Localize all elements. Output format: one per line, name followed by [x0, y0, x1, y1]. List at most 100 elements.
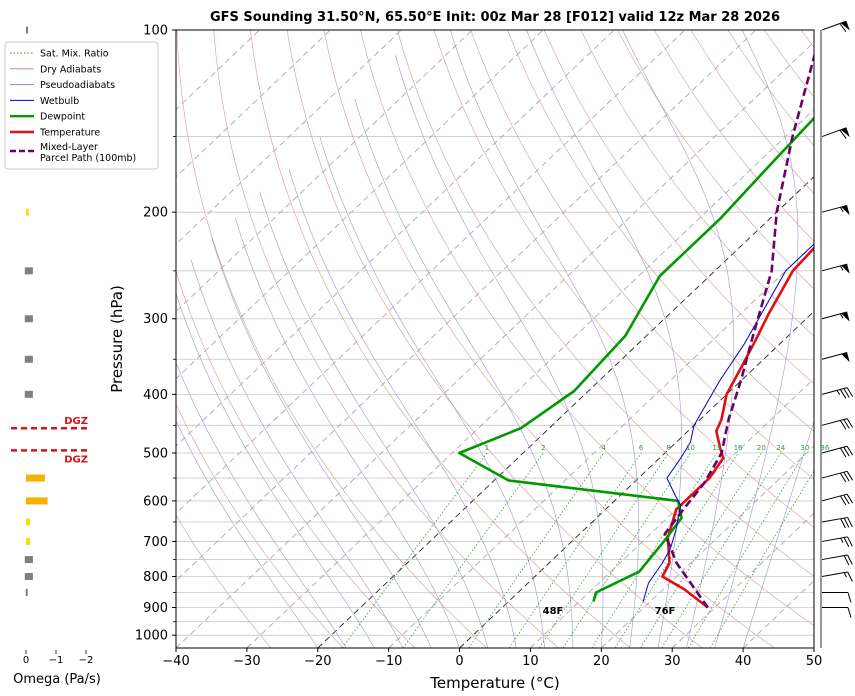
pseudoadiabat	[235, 218, 460, 648]
plot-frame	[175, 29, 815, 649]
omega-bar	[26, 474, 45, 482]
wind-barb	[821, 352, 850, 363]
wind-barb	[821, 20, 850, 33]
barb-full	[846, 471, 854, 481]
barb-full	[843, 471, 850, 482]
isotherm-line	[813, 647, 814, 648]
pseudoadiabat	[259, 191, 489, 648]
barb-staff	[821, 263, 848, 272]
dry-adiabat	[580, 30, 814, 337]
wind-barb	[821, 127, 850, 139]
barb-full	[843, 537, 850, 548]
pseudoadiabat	[176, 361, 347, 648]
legend: Sat. Mix. Ratio Dry Adiabats Pseudoadiabat…	[4, 41, 159, 170]
x-tick-label: −30	[233, 654, 260, 669]
y-tick-label: 700	[143, 535, 168, 550]
omega-tick-label: −2	[79, 655, 94, 666]
mixing-ratio-line	[538, 452, 669, 648]
dry-adiabat	[323, 30, 775, 648]
legend-label: Temperature	[39, 128, 100, 139]
omega-bar	[24, 390, 33, 398]
barb-half	[839, 206, 844, 212]
barb-full	[839, 472, 847, 483]
series-wetbulb-line	[642, 243, 814, 602]
wind-barb	[822, 606, 852, 618]
dry-adiabat	[654, 30, 814, 242]
legend-label: Dry Adiabats	[40, 64, 101, 75]
barb-full	[843, 446, 850, 457]
x-tick-label: 20	[593, 654, 610, 669]
barb-half	[839, 265, 844, 271]
barb-full	[839, 23, 847, 33]
mixing-ratio-label: 13	[712, 444, 721, 452]
omega-tick-label: −1	[49, 655, 64, 666]
isotherm-line	[600, 445, 814, 648]
barb-half	[839, 313, 844, 319]
barb-flag	[841, 264, 850, 274]
dry-adiabat	[176, 403, 344, 648]
isotherm-line	[176, 30, 757, 582]
barb-full	[847, 592, 852, 603]
mixing-ratio-line	[687, 452, 806, 648]
barb-full	[843, 419, 850, 429]
omega-tick-label: 0	[23, 655, 29, 666]
barb-full	[846, 387, 854, 397]
series-dewpoint-line	[458, 116, 814, 602]
dry-adiabat	[176, 514, 272, 648]
mixing-ratio-line	[562, 452, 691, 648]
surface-dewpoint-label: 48F	[543, 606, 564, 617]
barb-staff	[821, 387, 848, 395]
wind-barbs	[820, 20, 854, 648]
wind-barb	[821, 536, 853, 548]
barb-full	[839, 129, 847, 139]
dry-adiabat	[286, 30, 703, 648]
legend-label: Dewpoint	[40, 112, 85, 123]
omega-bar	[26, 26, 28, 34]
mixing-ratio-line	[614, 452, 739, 648]
sounding-series	[458, 53, 814, 609]
omega-axis-label: Omega (Pa/s)	[13, 672, 101, 687]
barb-full	[847, 607, 852, 618]
x-tick-label: 10	[522, 654, 539, 669]
isotherm-line	[742, 580, 814, 648]
isotherm-highlight	[459, 310, 814, 648]
legend-label: Sat. Mix. Ratio	[40, 49, 109, 60]
mixing-ratio-line	[509, 452, 642, 648]
barb-full	[847, 554, 853, 565]
wind-barb	[821, 493, 854, 506]
series-temperature-line	[661, 246, 814, 609]
pseudoadiabat	[176, 420, 319, 648]
barb-staff	[821, 493, 848, 502]
barb-full	[843, 388, 850, 398]
wind-barb	[821, 418, 854, 430]
dry-adiabat	[617, 30, 814, 290]
barb-full	[846, 493, 854, 504]
wind-barb	[821, 387, 854, 399]
pseudoadiabat	[190, 260, 404, 648]
omega-bar	[24, 573, 33, 581]
y-tick-label: 500	[143, 447, 168, 462]
mixing-ratio-label: 36	[820, 444, 829, 452]
dry-adiabat	[213, 30, 559, 648]
dry-adiabat	[543, 30, 814, 385]
pseudoadiabat	[622, 30, 735, 648]
barb-staff	[821, 127, 847, 138]
pseudoadiabat	[211, 237, 432, 648]
dry-adiabat	[250, 30, 631, 648]
barb-staff	[821, 204, 848, 213]
barb-staff	[821, 470, 848, 479]
mixing-ratio-label: 24	[776, 444, 785, 452]
barb-full	[839, 495, 847, 506]
omega-bar	[24, 267, 33, 275]
mixing-ratio-label: 1	[485, 444, 489, 452]
barb-full	[847, 517, 853, 527]
omega-bar	[26, 497, 48, 505]
barb-full	[843, 517, 850, 528]
omega-bar	[25, 588, 28, 596]
barb-staff	[821, 445, 848, 454]
x-tick-label: 40	[735, 654, 752, 669]
mixing-ratio-label: 10	[686, 444, 695, 452]
barb-half	[840, 537, 844, 544]
isotherm-line	[671, 512, 814, 648]
